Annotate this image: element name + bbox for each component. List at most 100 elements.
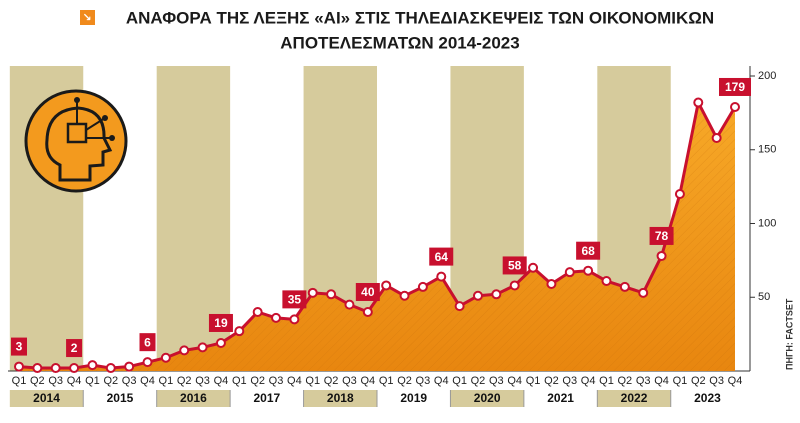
x-tick-label: Q4	[507, 375, 522, 387]
data-label: 6	[144, 335, 151, 349]
data-label-bg	[502, 256, 527, 275]
title-icon	[80, 10, 95, 25]
year-label: 2016	[180, 391, 207, 405]
data-label-bg	[649, 226, 674, 245]
x-tick-label: Q4	[67, 375, 82, 387]
x-tick-label: Q4	[140, 375, 155, 387]
data-label-bg	[282, 290, 307, 309]
x-tick-label: Q2	[544, 375, 559, 387]
point	[546, 278, 557, 289]
point	[271, 312, 282, 323]
x-tick-label: Q1	[452, 375, 467, 387]
x-tick-label: Q2	[691, 375, 706, 387]
point	[69, 363, 80, 374]
x-tick-label: Q2	[324, 375, 339, 387]
data-label-bg	[139, 333, 156, 352]
point	[436, 271, 447, 282]
point	[160, 352, 171, 363]
chart-title: ΑΝΑΦΟΡΑ ΤΗΣ ΛΕΞΗΣ «AI» ΣΤΙΣ ΤΗΛΕΔΙΑΣΚΕΨΕ…	[126, 8, 714, 27]
year-label: 2023	[694, 391, 721, 405]
point	[381, 280, 392, 291]
point	[326, 289, 337, 300]
point	[583, 265, 594, 276]
year-label: 2021	[547, 391, 574, 405]
y-tick-label: 100	[758, 217, 776, 229]
point	[252, 307, 263, 317]
y-tick-label: 50	[758, 291, 770, 303]
data-label: 179	[725, 80, 745, 94]
data-label: 35	[288, 293, 302, 307]
point	[528, 262, 539, 273]
point	[14, 361, 24, 372]
x-tick-label: Q2	[397, 375, 412, 387]
year-band-label-bg	[303, 390, 377, 407]
x-tick-label: Q2	[177, 375, 192, 387]
year-label: 2015	[107, 391, 134, 405]
year-band-label-bg	[9, 390, 84, 407]
x-tick-label: Q4	[214, 375, 229, 387]
point	[50, 363, 61, 374]
point	[454, 301, 465, 312]
x-tick-label: Q4	[287, 375, 302, 387]
data-label: 64	[435, 250, 449, 264]
area-hatch	[19, 102, 735, 372]
point	[87, 360, 98, 371]
point	[289, 314, 300, 325]
data-label-bg	[719, 77, 751, 96]
data-label: 2	[71, 341, 78, 355]
year-band-label-bg	[450, 390, 524, 407]
x-tick-label: Q3	[342, 375, 357, 387]
point	[142, 357, 153, 368]
point	[179, 345, 190, 356]
ai-icon	[24, 89, 128, 193]
x-tick-label: Q3	[709, 375, 724, 387]
data-label-bg	[208, 313, 233, 332]
data-label-bg	[355, 283, 380, 301]
data-label-bg	[11, 337, 27, 356]
x-tick-label: Q4	[581, 375, 596, 387]
point	[564, 267, 575, 278]
data-label: 78	[655, 229, 669, 243]
x-tick-label: Q1	[85, 375, 100, 387]
year-label: 2020	[474, 391, 501, 405]
point	[472, 290, 483, 301]
x-tick-label: Q2	[103, 375, 118, 387]
point	[105, 363, 116, 374]
point	[234, 326, 245, 337]
point	[32, 363, 43, 374]
x-tick-label: Q3	[195, 375, 210, 387]
chart-title: ΑΠΟΤΕΛΕΣΜΑΤΩΝ 2014-2023	[280, 33, 519, 52]
data-label: 40	[361, 285, 375, 299]
point	[656, 250, 667, 261]
x-tick-label: Q3	[122, 375, 137, 387]
data-label: 3	[16, 340, 23, 354]
source: ΠΗΓΗ: FACTSET	[784, 298, 794, 370]
x-tick-label: Q1	[673, 375, 688, 387]
point	[344, 299, 355, 310]
point	[674, 189, 685, 199]
year-band-label-bg	[597, 390, 671, 407]
x-tick-label: Q4	[360, 375, 375, 387]
data-label: 68	[581, 244, 595, 258]
data-label-bg	[429, 247, 454, 266]
point	[197, 342, 208, 353]
data-label: 19	[214, 316, 228, 330]
x-tick-label: Q3	[416, 375, 431, 387]
x-tick-label: Q4	[434, 375, 449, 387]
point	[399, 290, 410, 301]
point	[730, 101, 740, 112]
point	[601, 276, 612, 287]
year-band-label-bg	[156, 390, 231, 407]
point	[619, 281, 630, 292]
year-label: 2018	[327, 391, 354, 405]
point	[491, 289, 502, 300]
point	[362, 307, 373, 317]
x-tick-label: Q1	[379, 375, 394, 387]
data-label-bg	[66, 339, 83, 358]
x-tick-label: Q1	[12, 375, 27, 387]
data-label-bg	[576, 241, 601, 260]
x-tick-label: Q3	[489, 375, 504, 387]
year-label: 2017	[253, 391, 280, 405]
point	[307, 287, 318, 298]
